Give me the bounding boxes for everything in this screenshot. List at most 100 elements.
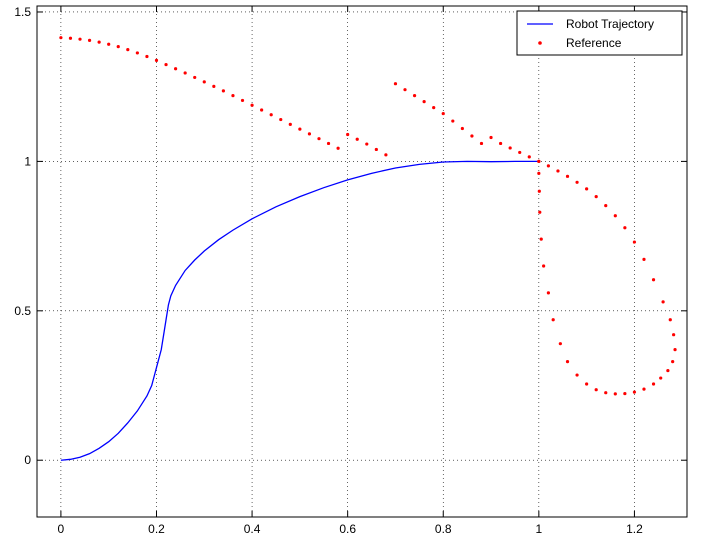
series-point-reference — [145, 54, 149, 59]
series-point-reference — [279, 117, 283, 122]
legend-label-reference: Reference — [566, 36, 622, 50]
series-point-reference — [326, 141, 331, 146]
series-point-reference — [126, 48, 130, 52]
series-point-reference — [460, 126, 464, 131]
series-point-reference — [585, 382, 589, 386]
series-point-reference — [604, 204, 608, 208]
series-point-reference — [441, 111, 445, 116]
series-point-reference — [673, 348, 677, 352]
series-point-reference — [250, 103, 254, 107]
series-point-reference — [613, 214, 617, 218]
series-point-reference — [527, 155, 531, 159]
series-point-reference — [212, 84, 216, 88]
series-point-reference — [537, 159, 541, 163]
series-point-reference — [202, 80, 206, 84]
y-tick-label: 0 — [24, 453, 31, 467]
series-point-reference — [298, 127, 302, 131]
series-point-reference — [336, 146, 340, 150]
plot-area — [37, 6, 687, 517]
grid — [37, 6, 687, 517]
series-point-reference — [594, 195, 598, 199]
series-point-reference — [78, 37, 82, 41]
series-point-reference — [604, 391, 608, 395]
plot-frame — [36, 5, 688, 518]
series-point-reference — [317, 137, 321, 141]
series-point-reference — [489, 135, 493, 140]
series-point-reference — [668, 318, 672, 322]
legend-box — [516, 10, 683, 56]
series-point-reference — [422, 100, 426, 104]
series-point-reference — [470, 134, 474, 138]
y-tick-label: 1 — [24, 154, 31, 168]
series-point-reference — [365, 142, 369, 146]
series-point-reference — [231, 94, 235, 98]
x-tick-label: 0.4 — [244, 522, 261, 536]
series-point-reference — [288, 122, 292, 126]
x-tick-label: 0 — [58, 522, 65, 536]
x-tick-label: 0.2 — [148, 522, 165, 536]
x-tick-label: 1 — [535, 522, 542, 536]
series-point-reference — [642, 387, 646, 391]
series-point-reference — [384, 153, 388, 157]
series-point-reference — [221, 89, 225, 93]
y-tick-label: 1.5 — [14, 5, 31, 19]
series-point-reference — [666, 368, 670, 373]
series-point-reference — [412, 94, 417, 98]
series-point-reference — [355, 137, 359, 141]
series-point-reference — [68, 36, 73, 40]
series-point-reference — [479, 141, 484, 146]
series-point-reference — [183, 71, 187, 75]
series-point-reference — [174, 67, 178, 71]
series-point-reference — [508, 146, 512, 150]
series-point-reference — [87, 38, 92, 42]
series-point-reference — [661, 300, 665, 304]
series-point-reference — [518, 150, 522, 155]
series-point-reference — [632, 240, 637, 244]
series-point-reference — [659, 376, 663, 380]
series-point-reference — [97, 40, 101, 44]
series-point-reference — [116, 45, 120, 49]
x-tick-label: 1.2 — [626, 522, 643, 536]
legend: Robot Trajectory Reference — [516, 10, 683, 56]
series-point-reference — [671, 360, 675, 364]
series-point-reference — [546, 291, 551, 295]
series-point-reference — [537, 171, 541, 175]
series-point-reference — [565, 174, 570, 178]
series-point-reference — [623, 391, 627, 396]
series-point-reference — [575, 180, 579, 184]
series-point-reference — [59, 36, 63, 40]
series-point-reference — [565, 360, 570, 364]
series-point-reference — [651, 382, 656, 386]
series-point-reference — [107, 42, 111, 46]
series-point-reference — [451, 119, 455, 123]
series-point-reference — [164, 62, 168, 67]
series-point-reference — [374, 147, 378, 152]
series-point-reference — [542, 264, 546, 268]
series-point-reference — [651, 278, 656, 282]
series-point-reference — [403, 88, 407, 92]
legend-swatch-reference — [538, 41, 542, 45]
series-point-reference — [551, 318, 555, 322]
series-point-reference — [672, 333, 676, 337]
x-tick-label: 0.8 — [435, 522, 452, 536]
series-point-reference — [269, 113, 273, 117]
series-point-reference — [613, 392, 617, 396]
series-point-reference — [240, 98, 245, 103]
series-point-reference — [575, 373, 579, 377]
series-point-reference — [346, 132, 350, 137]
y-tick-label: 0.5 — [14, 304, 31, 318]
series-point-reference — [393, 82, 398, 86]
x-tick-label: 0.6 — [339, 522, 356, 536]
series-point-reference — [558, 342, 562, 346]
series-line-robot-trajectory — [60, 160, 539, 461]
series-point-reference — [539, 237, 543, 241]
series-point-reference — [154, 58, 159, 62]
series-layer — [59, 36, 677, 461]
series-point-reference — [499, 141, 503, 146]
series-point-reference — [193, 75, 197, 80]
series-point-reference — [546, 164, 551, 168]
series-point-reference — [623, 226, 627, 230]
series-point-reference — [432, 106, 436, 110]
series-point-reference — [135, 51, 139, 55]
